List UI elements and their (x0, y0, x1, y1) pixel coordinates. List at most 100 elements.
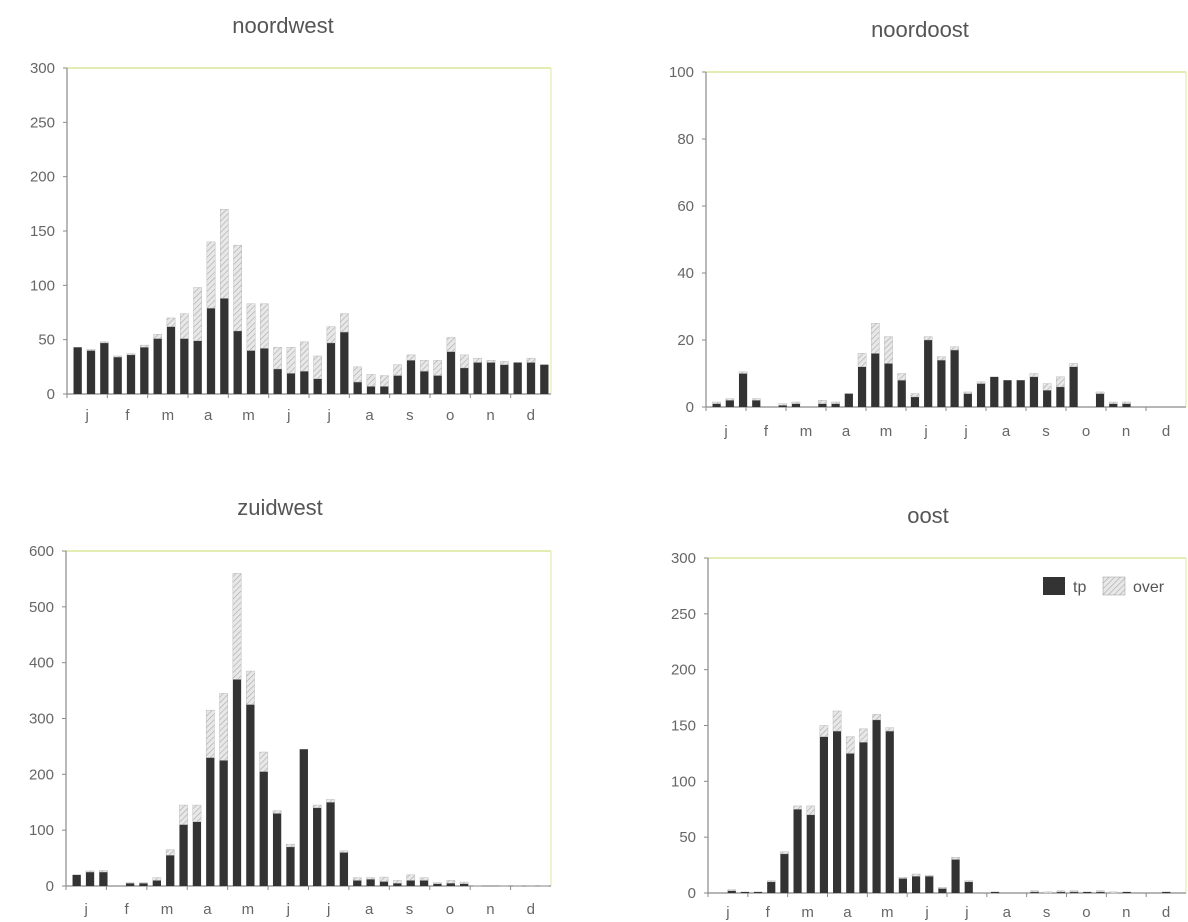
bar-over-34 (526, 357, 536, 363)
bar-over-7 (166, 317, 176, 327)
bar-tp-11 (857, 366, 867, 407)
bar-tp-0 (73, 347, 82, 394)
bar-over-11 (219, 209, 229, 299)
bar-tp-17 (937, 360, 946, 407)
bar-tp-29 (1095, 393, 1105, 407)
bar-tp-3 (752, 400, 761, 407)
y-tick-label: 0 (47, 386, 55, 403)
x-tick-label: s (1043, 904, 1051, 921)
bar-over-1 (725, 398, 735, 401)
bar-over-4 (126, 353, 136, 356)
bar-tp-28 (446, 883, 455, 886)
y-tick-label: 600 (29, 543, 54, 560)
bar-over-12 (232, 573, 242, 680)
bar-over-13 (246, 303, 256, 351)
bar-tp-4 (126, 354, 136, 394)
x-tick-label: j (84, 407, 88, 424)
bar-tp-1 (85, 872, 95, 886)
x-tick-label: a (1003, 904, 1012, 921)
y-tick-label: 100 (29, 822, 54, 839)
bar-over-26 (1056, 890, 1066, 893)
y-tick-label: 50 (679, 829, 696, 846)
bar-over-34 (526, 885, 536, 887)
bar-over-24 (1029, 373, 1039, 378)
y-tick-label: 300 (29, 711, 54, 728)
bar-tp-2 (738, 373, 748, 407)
bar-tp-4 (767, 881, 776, 893)
x-tick-label: f (125, 407, 130, 424)
y-tick-label: 60 (677, 198, 694, 215)
x-tick-label: j (723, 423, 727, 440)
x-tick-label: m (242, 407, 255, 424)
x-tick-label: f (766, 904, 771, 921)
x-tick-label: o (446, 901, 454, 918)
bar-tp-28 (1083, 891, 1092, 893)
bar-tp-8 (819, 736, 828, 893)
bar-over-5 (780, 851, 789, 855)
bar-over-6 (152, 877, 162, 881)
bar-over-19 (964, 880, 974, 883)
bar-tp-25 (406, 880, 415, 886)
bar-tp-1 (725, 400, 734, 407)
bar-tp-32 (500, 364, 509, 394)
x-tick-label: j (286, 407, 290, 424)
x-tick-label: m (162, 407, 175, 424)
bar-tp-16 (286, 373, 296, 394)
bar-tp-13 (885, 731, 894, 893)
y-tick-label: 200 (29, 766, 54, 783)
bar-over-28 (446, 337, 456, 352)
bar-tp-18 (951, 859, 960, 893)
chart-title: noordwest (232, 13, 334, 38)
y-tick-label: 80 (677, 131, 694, 148)
bar-over-25 (1042, 383, 1052, 391)
bar-tp-3 (754, 891, 763, 893)
bar-over-7 (165, 849, 175, 856)
bar-over-35 (539, 885, 549, 887)
chart-title: zuidwest (237, 495, 323, 520)
bar-tp-17 (938, 888, 947, 893)
bar-tp-34 (1162, 891, 1171, 893)
y-tick-label: 20 (677, 332, 694, 349)
bar-tp-29 (1096, 891, 1105, 893)
x-tick-label: o (1082, 423, 1090, 440)
bar-over-6 (793, 805, 802, 810)
y-tick-label: 100 (671, 773, 696, 790)
x-tick-label: j (326, 901, 330, 918)
x-tick-label: j (84, 901, 88, 918)
legend-label-over: over (1133, 579, 1165, 596)
bar-over-16 (286, 843, 295, 848)
bar-over-1 (86, 349, 96, 351)
y-tick-label: 250 (671, 606, 696, 623)
bar-tp-29 (460, 883, 469, 886)
bar-over-4 (766, 880, 776, 883)
bar-tp-5 (780, 853, 789, 893)
x-tick-label: m (161, 901, 174, 918)
x-tick-label: j (286, 901, 290, 918)
y-tick-label: 250 (30, 114, 55, 131)
bar-over-17 (300, 341, 309, 372)
y-tick-label: 500 (29, 599, 54, 616)
bar-over-32 (500, 361, 509, 365)
bar-tp-25 (406, 360, 416, 394)
bar-over-11 (859, 728, 868, 743)
y-tick-label: 50 (38, 332, 55, 349)
bar-tp-22 (1003, 380, 1012, 407)
bar-over-23 (380, 375, 389, 387)
legend: tp over (1043, 576, 1165, 596)
bar-over-19 (326, 799, 335, 803)
bar-tp-8 (179, 824, 188, 886)
bar-tp-31 (1122, 891, 1131, 893)
bar-tp-15 (273, 369, 282, 394)
bar-tp-8 (818, 403, 827, 407)
bar-tp-18 (313, 378, 322, 394)
bar-over-2 (738, 371, 748, 374)
bar-over-9 (831, 401, 840, 404)
x-tick-label: j (326, 407, 330, 424)
x-tick-label: j (963, 423, 967, 440)
bar-over-14 (898, 877, 908, 879)
bar-tp-1 (727, 890, 736, 893)
bar-over-5 (139, 344, 149, 348)
bar-tp-21 (353, 382, 362, 394)
bar-over-26 (419, 877, 429, 881)
bar-over-20 (976, 381, 986, 384)
